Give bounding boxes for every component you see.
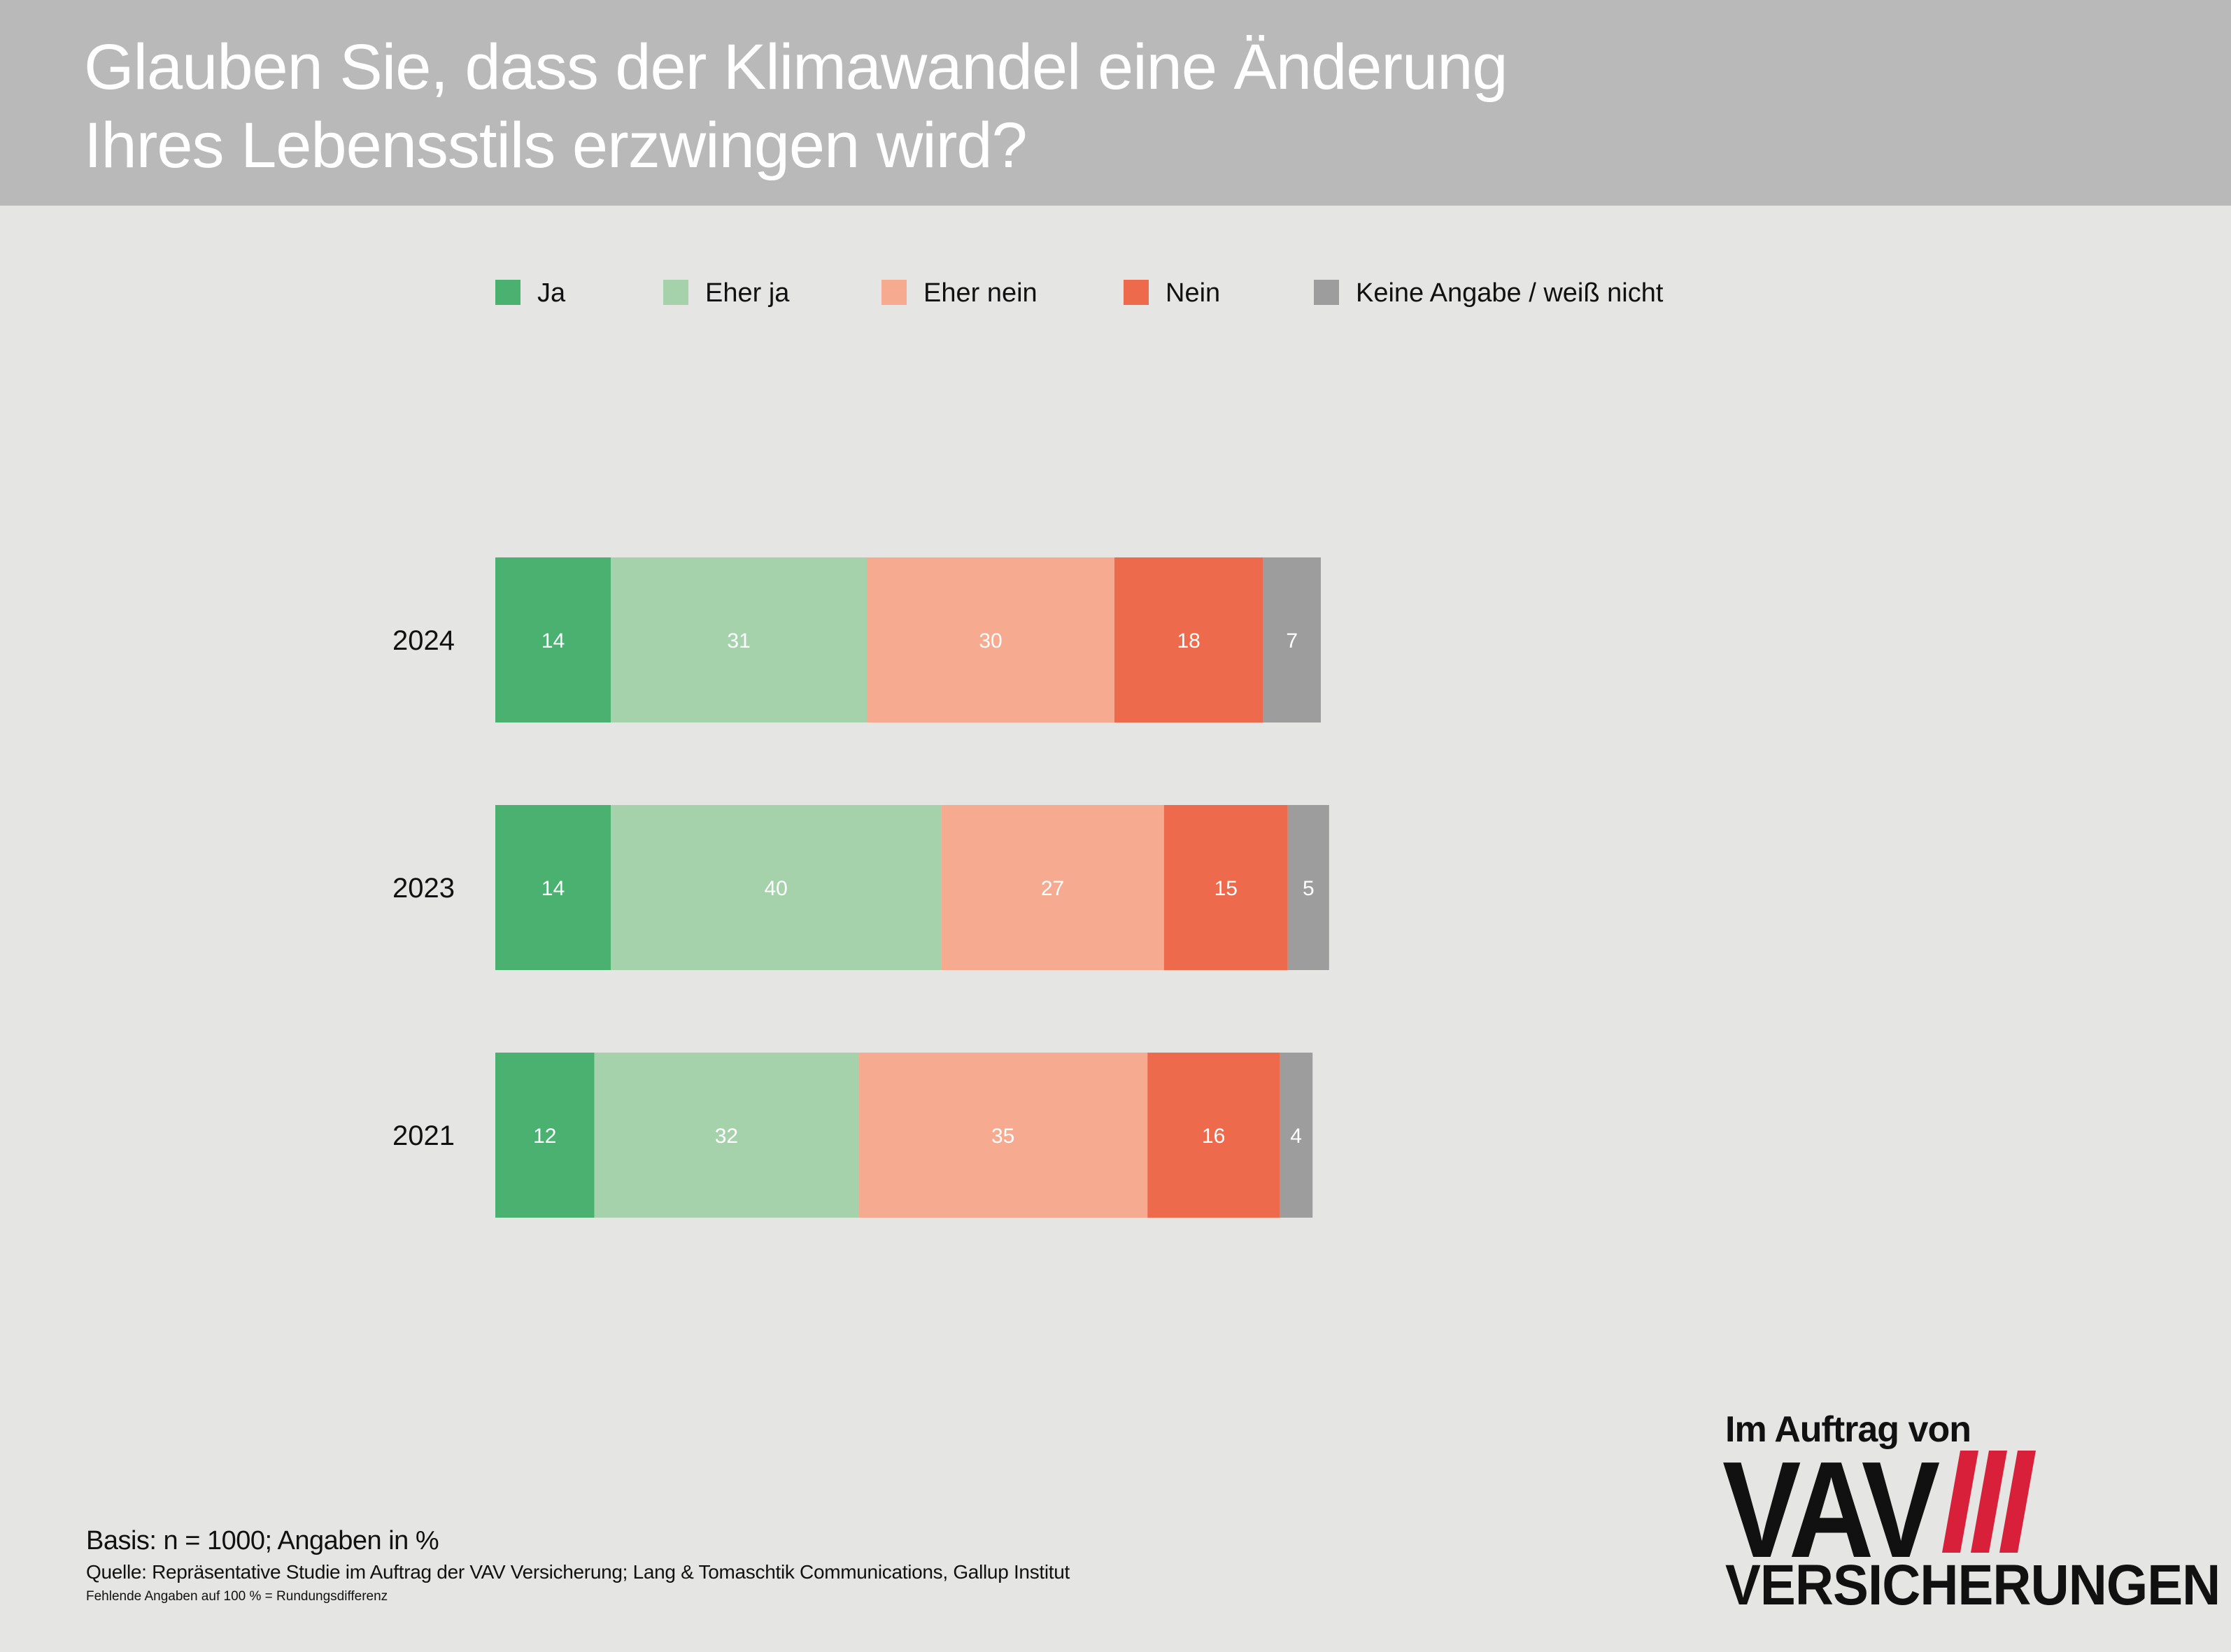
- legend-label-4: Nein: [1166, 278, 1220, 308]
- bar-segment-2023-2: [611, 805, 942, 970]
- bar-segment-2021-5: [1280, 1053, 1313, 1218]
- bar-segment-2024-4: [1114, 557, 1263, 722]
- legend-label-3: Eher nein: [923, 278, 1037, 308]
- data-label-2021-4: 16: [1202, 1125, 1225, 1148]
- bar-segment-2021-2: [594, 1053, 859, 1218]
- legend-label-2: Eher ja: [705, 278, 790, 308]
- bar-segment-2024-5: [1263, 557, 1321, 722]
- data-label-2021-1: 12: [533, 1125, 556, 1148]
- logo-stripes-icon: [1942, 1451, 2036, 1553]
- legend: Ja Eher ja Eher nein Nein Keine Angabe / wei…: [495, 278, 1664, 308]
- data-label-2023-3: 27: [1041, 877, 1064, 900]
- bar-segment-2021-1: [495, 1053, 595, 1218]
- legend-label-1: Ja: [537, 278, 566, 308]
- logo-wordmark: VERSICHERUNGEN: [1725, 1553, 2221, 1617]
- category-label-2023: 2023: [392, 873, 455, 904]
- bars-area: 2024 14 31 30 18 7 2023 14 40 27 15 5 2021 12 32 35 16 4: [392, 557, 1329, 1218]
- legend-swatch-4: [1124, 280, 1149, 305]
- title-line-1: Glauben Sie, dass der Klimawandel eine Ä…: [84, 31, 1508, 103]
- bar-segment-2024-1: [495, 557, 611, 722]
- legend-swatch-2: [663, 280, 688, 305]
- data-label-2021-3: 35: [991, 1125, 1014, 1148]
- data-label-2024-4: 18: [1177, 629, 1201, 653]
- data-label-2021-5: 4: [1290, 1125, 1302, 1148]
- category-label-2024: 2024: [392, 625, 455, 656]
- bar-segment-2024-3: [867, 557, 1114, 722]
- category-label-2021: 2021: [392, 1120, 455, 1151]
- legend-label-5: Keine Angabe / weiß nicht: [1356, 278, 1664, 308]
- logo-brand-text: VAV: [1722, 1433, 1940, 1586]
- bar-segment-2024-2: [611, 557, 867, 722]
- bar-segment-2021-3: [858, 1053, 1148, 1218]
- header-band: Glauben Sie, dass der Klimawandel eine Ä…: [0, 0, 2231, 206]
- bar-segment-2023-3: [941, 805, 1164, 970]
- data-label-2023-5: 5: [1303, 877, 1315, 900]
- chart-title: Glauben Sie, dass der Klimawandel eine Ä…: [84, 28, 1508, 185]
- data-label-2023-1: 14: [541, 877, 565, 900]
- data-label-2024-3: 30: [979, 629, 1002, 653]
- title-line-2: Ihres Lebensstils erzwingen wird?: [84, 110, 1028, 181]
- footer-note: Fehlende Angaben auf 100 % = Rundungsdif…: [86, 1589, 388, 1604]
- legend-swatch-1: [495, 280, 520, 305]
- legend-swatch-5: [1314, 280, 1339, 305]
- bar-segment-2023-4: [1163, 805, 1288, 970]
- data-label-2024-5: 7: [1286, 629, 1298, 653]
- footer-source: Quelle: Repräsentative Studie im Auftrag…: [86, 1561, 1070, 1583]
- data-label-2023-2: 40: [765, 877, 788, 900]
- data-label-2024-1: 14: [541, 629, 565, 653]
- bar-segment-2021-4: [1147, 1053, 1280, 1218]
- legend-swatch-3: [881, 280, 907, 305]
- footer-basis: Basis: n = 1000; Angaben in %: [86, 1526, 439, 1555]
- data-label-2024-2: 31: [727, 629, 750, 653]
- data-label-2023-4: 15: [1214, 877, 1238, 900]
- bar-segment-2023-1: [495, 805, 611, 970]
- logo-intro-text: Im Auftrag von: [1725, 1409, 1971, 1450]
- data-label-2021-2: 32: [715, 1125, 738, 1148]
- vav-logo: Im Auftrag von VAV VERSICHERUNGEN: [1721, 1406, 2221, 1617]
- bar-segment-2023-5: [1287, 805, 1329, 970]
